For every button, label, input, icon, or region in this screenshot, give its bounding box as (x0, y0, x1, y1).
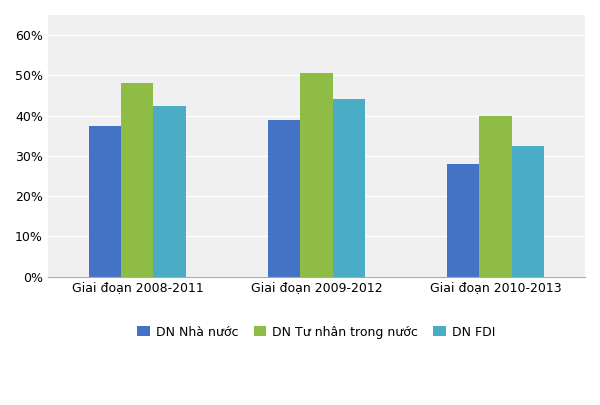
Bar (154, 106, 186, 277)
Bar (268, 119, 301, 277)
Bar (479, 115, 512, 277)
Bar (332, 100, 365, 277)
FancyBboxPatch shape (48, 15, 585, 277)
Legend: DN Nhà nước, DN Tư nhân trong nước, DN FDI: DN Nhà nước, DN Tư nhân trong nước, DN F… (133, 320, 500, 343)
Bar (512, 146, 544, 277)
Bar (447, 164, 479, 277)
Bar (121, 83, 154, 277)
Bar (89, 126, 121, 277)
Bar (301, 73, 332, 277)
